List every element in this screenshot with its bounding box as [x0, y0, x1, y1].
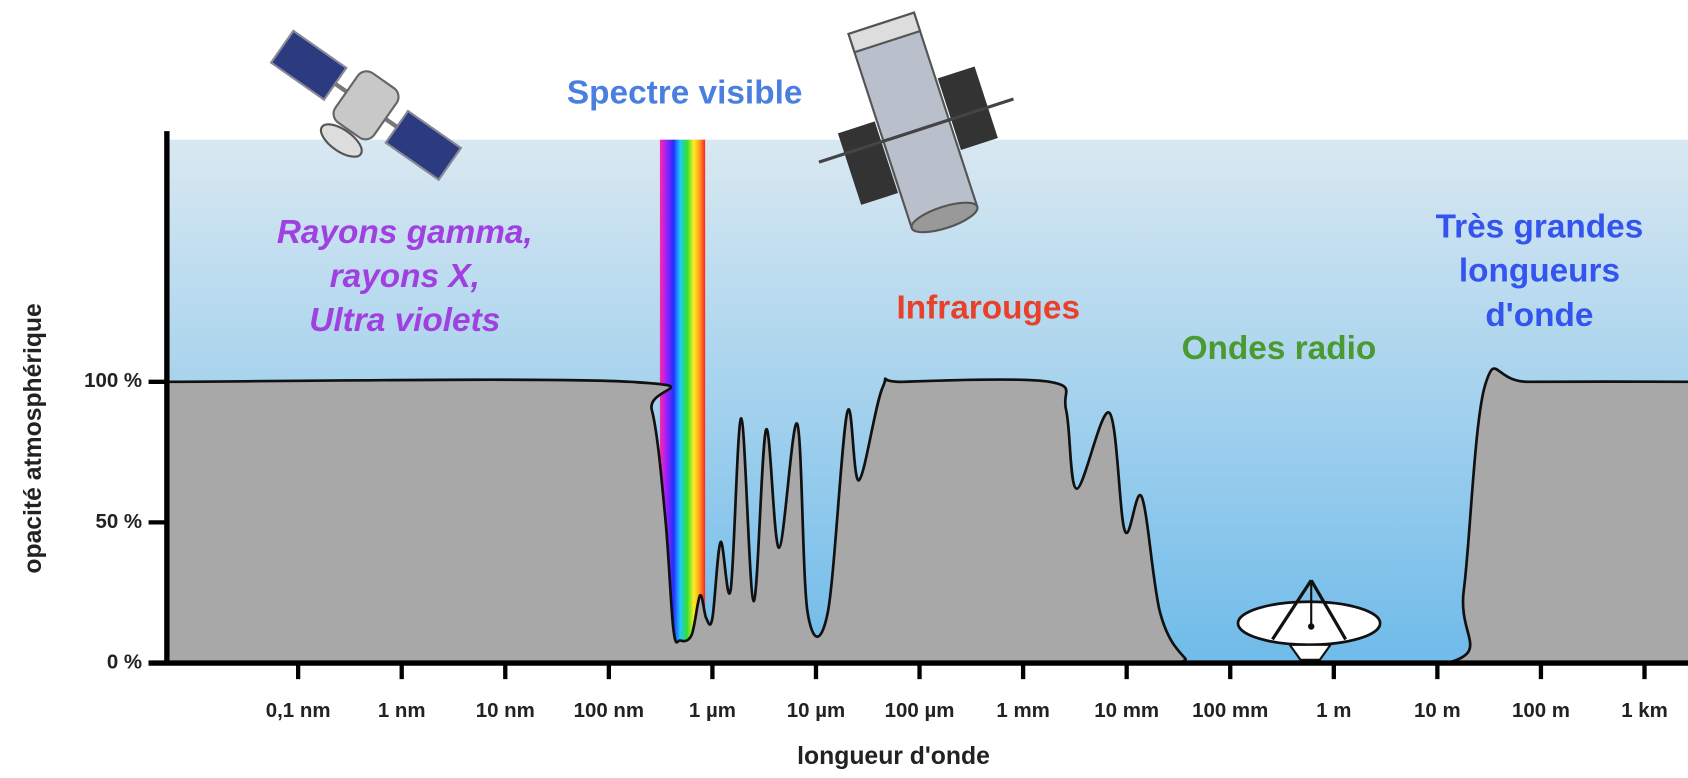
annotation: Rayons gamma, — [277, 214, 533, 251]
x-tick-label: 0,1 nm — [266, 700, 331, 722]
radio-dish-icon — [1236, 579, 1382, 661]
annotation: Infrarouges — [897, 289, 1081, 326]
annotation: Ondes radio — [1182, 330, 1377, 367]
x-tick-label: 10 µm — [787, 700, 845, 722]
x-tick-label: 10 m — [1414, 700, 1461, 722]
x-tick-label: 100 nm — [574, 700, 644, 722]
x-tick-label: 100 m — [1512, 700, 1570, 722]
y-tick-label: 50 % — [95, 511, 142, 533]
y-axis-title: opacité atmosphérique — [20, 303, 47, 573]
x-tick-label: 100 µm — [885, 700, 955, 722]
x-tick-label: 1 mm — [996, 700, 1049, 722]
x-tick-label: 1 µm — [689, 700, 736, 722]
annotation: d'onde — [1485, 297, 1593, 334]
x-tick-label: 10 nm — [476, 700, 535, 722]
telescope-icon — [818, 11, 1014, 234]
annotation: Ultra violets — [309, 302, 500, 339]
x-tick-label: 1 km — [1621, 700, 1668, 722]
opacity-area — [166, 368, 1688, 664]
satellite-icon — [269, 29, 463, 182]
annotation: longueurs — [1459, 253, 1620, 290]
x-tick-label: 1 m — [1316, 700, 1351, 722]
y-tick-label: 100 % — [84, 370, 142, 392]
annotation: Spectre visible — [567, 74, 802, 111]
x-tick-label: 1 nm — [378, 700, 426, 722]
annotation: rayons X, — [330, 258, 480, 295]
annotation: Très grandes — [1436, 209, 1644, 246]
x-tick-label: 10 mm — [1094, 700, 1159, 722]
x-axis-title: longueur d'onde — [797, 743, 990, 770]
x-tick-label: 100 mm — [1192, 700, 1268, 722]
y-tick-label: 0 % — [107, 651, 142, 673]
